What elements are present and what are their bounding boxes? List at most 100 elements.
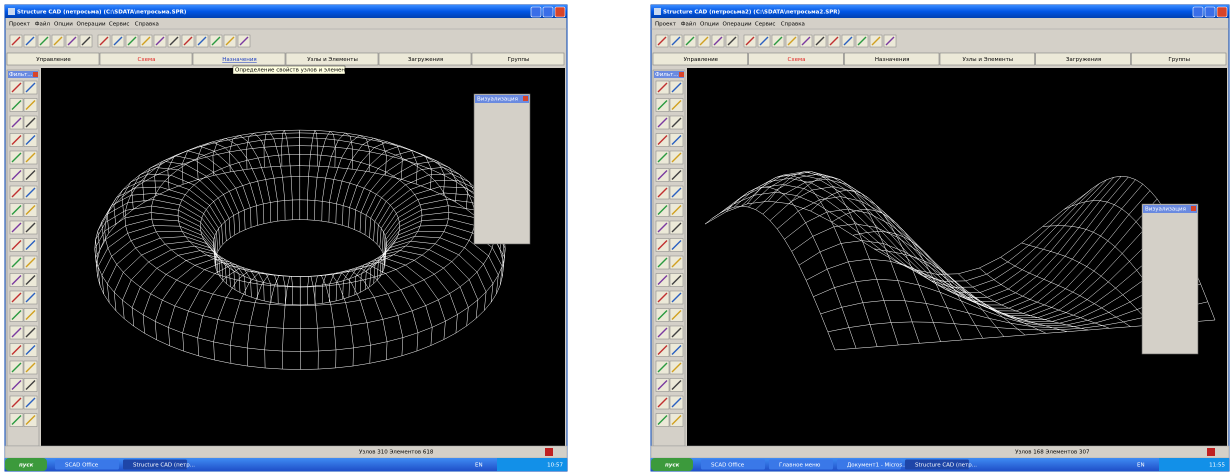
wire-line (335, 270, 388, 360)
menu-item[interactable]: Сервис (109, 22, 130, 28)
wire-line (342, 141, 403, 226)
system-tray (497, 458, 567, 471)
wire-line (321, 132, 353, 222)
tab[interactable] (939, 52, 1035, 66)
wire-line (282, 276, 294, 370)
tab[interactable] (285, 52, 379, 66)
title-bar (651, 5, 1229, 18)
menu-item[interactable]: Операции (77, 22, 106, 28)
menu-item[interactable]: Сервис (755, 22, 776, 28)
menu-item[interactable]: Файл (35, 21, 51, 28)
tool-glyph (39, 36, 49, 46)
tool-glyph (657, 257, 668, 268)
wire-line (246, 132, 279, 222)
wire-line (281, 129, 293, 220)
tab[interactable] (652, 52, 748, 66)
tool-glyph (657, 152, 668, 163)
tool-glyph (671, 362, 682, 373)
model-canvas (687, 68, 1227, 446)
maximize-button[interactable] (542, 6, 554, 18)
filter-close (679, 72, 684, 77)
tab[interactable] (748, 52, 844, 66)
menu-item[interactable]: Справка (781, 22, 805, 28)
tab[interactable] (844, 52, 940, 66)
tab[interactable] (378, 52, 472, 66)
status-bar (650, 445, 1230, 459)
tool-glyph (11, 170, 22, 180)
wire-line (97, 199, 217, 256)
menu-item[interactable]: Проект (655, 22, 677, 28)
start-button[interactable] (5, 458, 47, 471)
tool-glyph (671, 82, 682, 93)
tab[interactable] (471, 52, 565, 66)
menu-item[interactable]: Операции (723, 22, 752, 28)
tab[interactable] (192, 52, 286, 66)
wire-line (122, 245, 227, 319)
menu-item[interactable]: Проект (9, 22, 31, 28)
wire-line (328, 272, 371, 364)
wire-line (113, 180, 224, 245)
filter-header (654, 71, 684, 78)
tool-glyph (671, 275, 682, 285)
menu-item[interactable]: Файл (681, 21, 697, 28)
minimize-button[interactable] (530, 6, 542, 18)
tab-label: Схема (788, 57, 806, 63)
taskbar-item[interactable] (769, 459, 833, 470)
tab[interactable] (1035, 52, 1131, 66)
wire-line (229, 272, 272, 364)
tool-glyph (657, 310, 668, 320)
tab-label: Загружения (408, 57, 443, 63)
tool-glyph (857, 36, 867, 46)
wire-line (364, 254, 458, 334)
menu-item[interactable]: Опции (700, 22, 719, 28)
tool-glyph (671, 205, 682, 215)
tool-glyph (657, 170, 668, 180)
wire-line (182, 265, 252, 352)
tool-glyph (67, 36, 77, 46)
maximize-button[interactable] (1204, 6, 1216, 18)
wire-line (348, 145, 418, 228)
tool-glyph (11, 205, 22, 215)
taskbar-item[interactable] (837, 459, 901, 470)
taskbar-item[interactable] (905, 459, 969, 470)
tool-glyph (671, 117, 682, 128)
tool-glyph (843, 36, 853, 46)
tool-glyph (11, 187, 22, 198)
taskbar-item[interactable] (123, 459, 187, 470)
tool-glyph (671, 135, 682, 145)
tool-glyph (671, 187, 682, 198)
minimize-button[interactable] (1192, 6, 1204, 18)
wire-line (813, 266, 1194, 327)
close-button[interactable] (554, 6, 566, 18)
tool-glyph (671, 222, 682, 233)
taskbar-item[interactable] (701, 459, 765, 470)
close-button[interactable] (1216, 6, 1228, 18)
menu-item[interactable]: Справка (135, 22, 159, 28)
tool-glyph (657, 275, 668, 285)
tool-glyph (657, 345, 668, 355)
tool-glyph (657, 327, 668, 338)
wire-line (376, 240, 487, 311)
tab[interactable] (1131, 52, 1227, 66)
tool-glyph (657, 415, 668, 425)
wire-line (314, 275, 337, 368)
wire-line (229, 135, 272, 223)
wire-line (264, 275, 286, 369)
tool-glyph (25, 117, 36, 128)
tab[interactable] (99, 52, 193, 66)
wire-line (369, 250, 469, 326)
tool-glyph (671, 327, 682, 338)
taskbar-item-label: Документ1 - Micros... (847, 463, 908, 469)
tool-glyph (787, 36, 797, 46)
wire-line (167, 150, 246, 230)
menu-item[interactable]: Опции (54, 22, 73, 28)
tab-label: Узлы и Элементы (963, 57, 1014, 63)
tool-glyph (11, 257, 22, 268)
start-button[interactable] (651, 458, 693, 471)
status-text: Узлов 168 Элементов 307 (1015, 450, 1090, 456)
tool-glyph (657, 117, 668, 128)
tool-glyph (657, 380, 668, 390)
taskbar-item[interactable] (55, 459, 119, 470)
tab[interactable] (6, 52, 100, 66)
